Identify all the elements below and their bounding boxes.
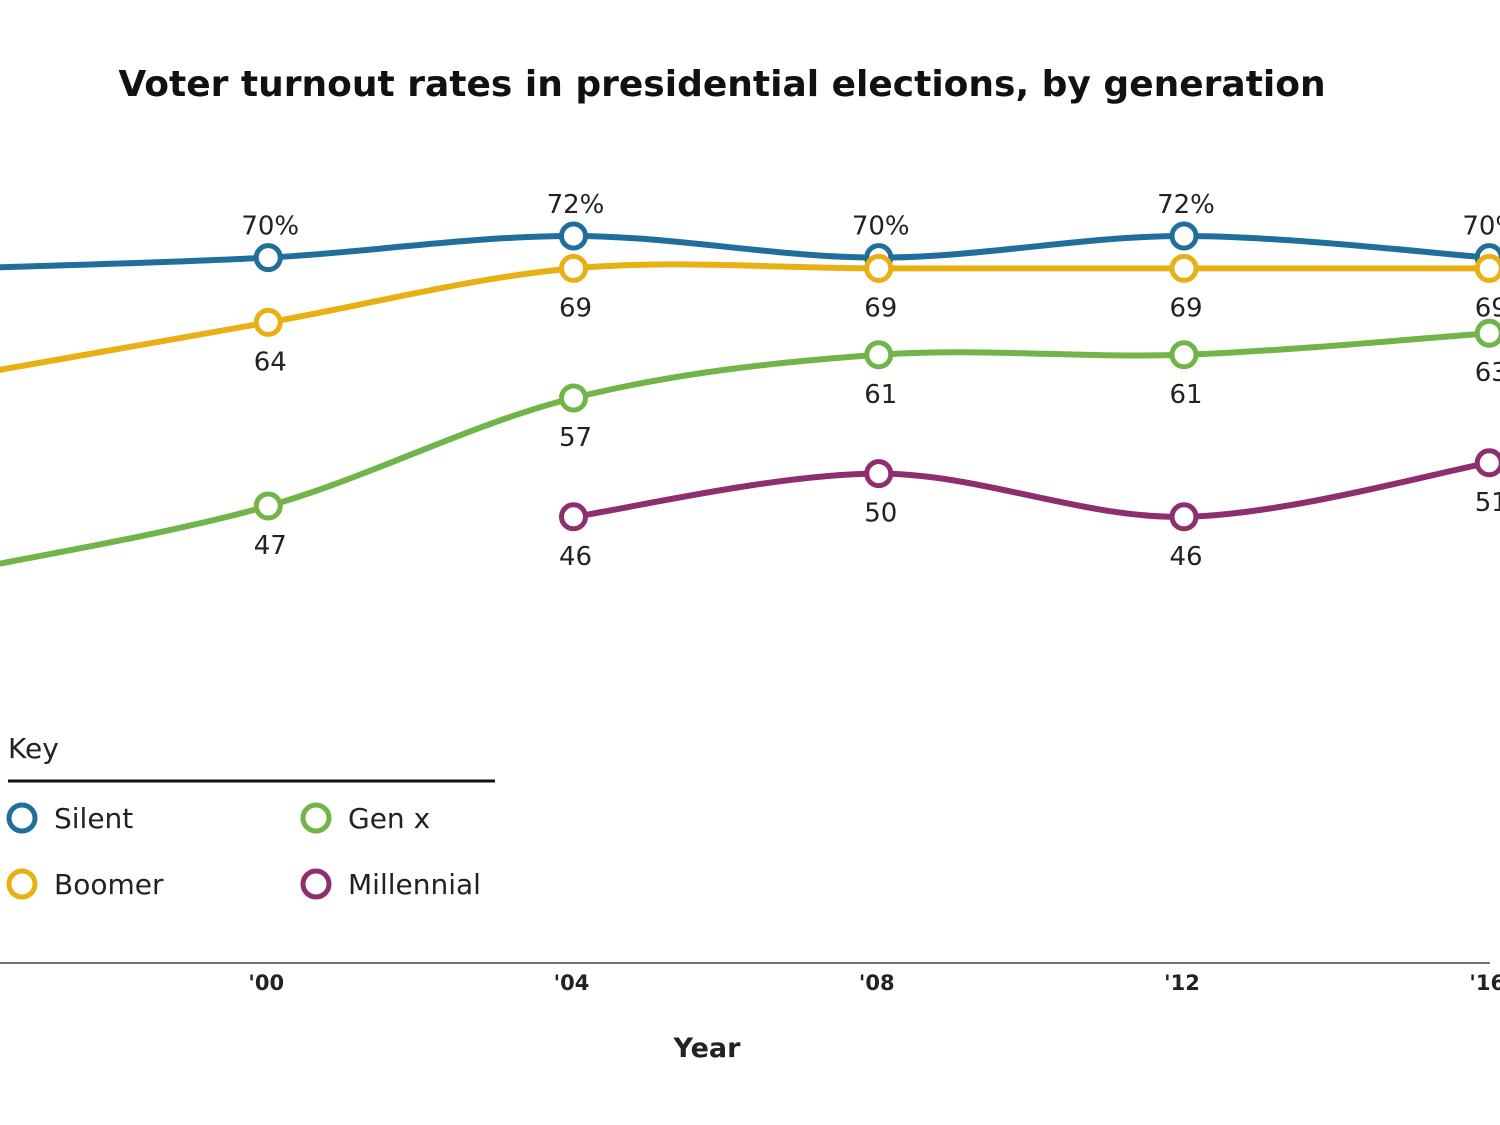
- x-tick-label: '04: [554, 971, 590, 995]
- data-label-boomer: 69: [864, 293, 897, 323]
- data-point-boomer: [1169, 253, 1199, 283]
- legend-marker-silent: [6, 802, 38, 834]
- x-axis-title: Year: [673, 1033, 742, 1064]
- data-point-boomer: [559, 253, 588, 283]
- series-line-millennial: [573, 459, 1490, 520]
- data-label-silent: 70%: [852, 212, 910, 242]
- data-label-millennial: 51: [1475, 488, 1500, 518]
- data-label-silent: 70%: [1462, 212, 1500, 242]
- data-point-silent: [253, 243, 283, 273]
- data-label-gen-x: 47: [254, 531, 287, 561]
- data-point-millennial: [864, 459, 894, 489]
- data-point-millennial: [1474, 448, 1500, 478]
- legend-title: Key: [8, 732, 59, 765]
- legend-label-millennial: Millennial: [348, 868, 481, 901]
- series-line-silent: [0, 232, 1490, 271]
- x-tick-label: '12: [1164, 971, 1200, 995]
- chart-title: Voter turnout rates in presidential elec…: [118, 64, 1325, 105]
- legend: Key Silent Gen x Boomer Millennial: [6, 732, 495, 901]
- legend-label-boomer: Boomer: [54, 868, 164, 901]
- data-label-boomer: 69: [1169, 293, 1202, 323]
- legend-label-silent: Silent: [54, 802, 133, 835]
- data-point-silent: [559, 221, 588, 251]
- legend-marker-boomer: [6, 868, 38, 900]
- data-point-millennial: [1169, 502, 1199, 532]
- data-point-gen-x: [253, 491, 283, 521]
- data-point-gen-x: [559, 383, 588, 413]
- data-label-gen-x: 63: [1475, 358, 1500, 388]
- data-point-boomer: [253, 307, 283, 337]
- data-label-silent: 72%: [547, 190, 605, 220]
- data-point-gen-x: [1169, 340, 1199, 370]
- series-line-boomer: [0, 261, 1490, 373]
- data-label-boomer: 69: [1475, 293, 1500, 323]
- data-point-millennial: [559, 502, 588, 532]
- data-label-boomer: 69: [559, 293, 592, 323]
- data-label-silent: 70%: [241, 212, 299, 242]
- data-point-gen-x: [1474, 318, 1500, 348]
- data-point-boomer: [1474, 253, 1500, 283]
- x-tick-label: '16: [1469, 971, 1500, 995]
- data-label-silent: 72%: [1157, 190, 1215, 220]
- data-point-silent: [1169, 221, 1199, 251]
- x-tick-label: '08: [859, 971, 895, 995]
- legend-marker-gen-x: [300, 802, 332, 834]
- data-label-gen-x: 57: [559, 423, 592, 453]
- series-line-gen-x: [0, 330, 1490, 567]
- data-label-boomer: 64: [254, 347, 287, 377]
- data-label-millennial: 46: [1169, 542, 1202, 572]
- data-label-millennial: 50: [864, 499, 897, 529]
- legend-marker-millennial: [300, 868, 332, 900]
- legend-label-gen-x: Gen x: [348, 802, 430, 835]
- data-point-boomer: [864, 253, 894, 283]
- x-tick-label: '00: [248, 971, 284, 995]
- data-label-millennial: 46: [559, 542, 592, 572]
- data-label-gen-x: 61: [1169, 380, 1202, 410]
- data-point-gen-x: [864, 340, 894, 370]
- data-label-gen-x: 61: [864, 380, 897, 410]
